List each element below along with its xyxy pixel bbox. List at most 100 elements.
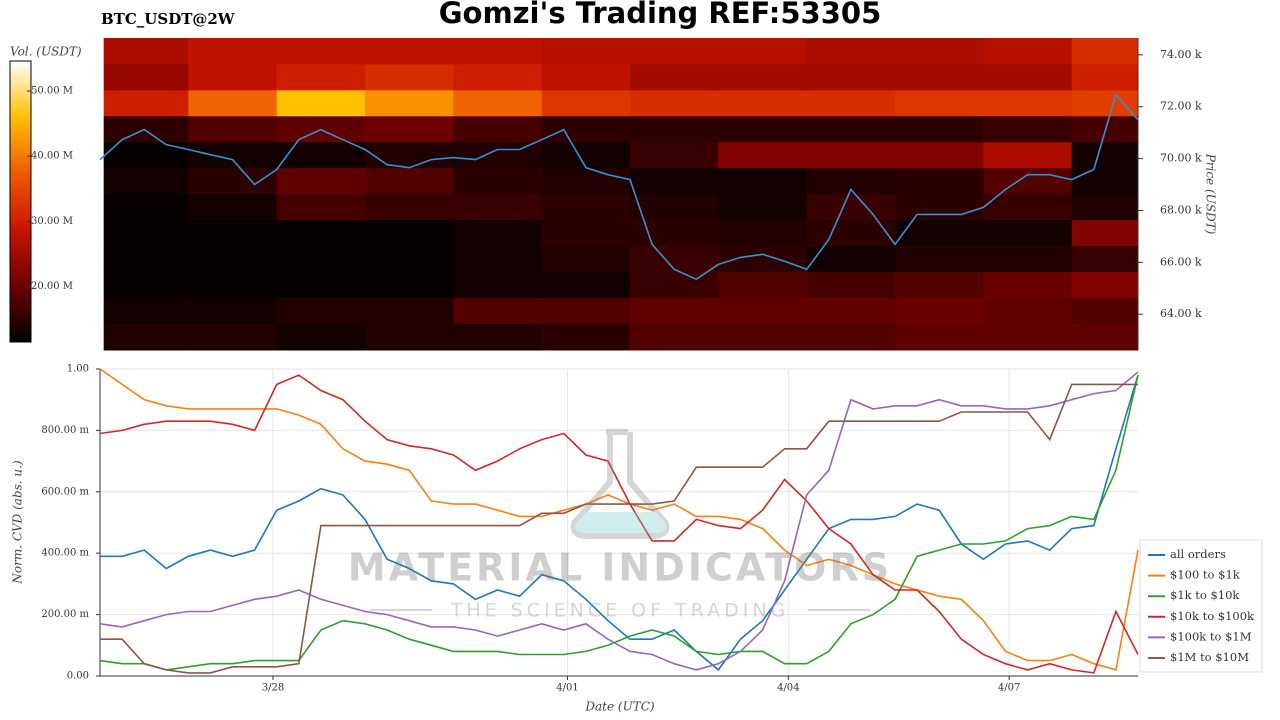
heatmap-cell [453,323,543,351]
heatmap-cell [103,38,189,65]
y-tick-label: 68.00 k [1160,203,1202,216]
heatmap-cell [806,193,896,221]
y-tick-label: 0.00 [67,671,89,682]
heatmap-cell [983,193,1073,221]
heatmap-cell [630,115,719,143]
heatmap-cell [983,219,1073,246]
heatmap-cell [103,63,189,91]
heatmap-cell [365,38,454,65]
heatmap-cell [365,219,454,246]
heatmap-cell [806,271,896,298]
heatmap-cell [630,271,719,298]
heatmap-cell [188,297,278,324]
heatmap-cell [1071,89,1139,117]
x-axis-label: Date (UTC) [584,700,654,714]
heatmap-cell [983,141,1073,169]
heatmap-cell [983,323,1073,351]
heatmap-cell [895,297,984,324]
heatmap-cell [453,219,543,246]
heatmap-cell [541,167,631,195]
heatmap-cell [1071,245,1139,272]
heatmap-cell [718,219,808,246]
heatmap-cell [276,167,366,195]
x-tick-label: 4/04 [777,683,799,694]
heatmap-cell [541,245,631,272]
heatmap-cell [630,63,719,91]
heatmap-cell [806,219,896,246]
heatmap-cell [103,245,189,272]
heatmap-cell [365,271,454,298]
heatmap-cell [541,297,631,324]
heatmap-cell [365,323,454,351]
y-tick-label: 66.00 k [1160,255,1202,268]
heatmap-cell [103,89,189,117]
heatmap-cell [453,193,543,221]
heatmap-cell [718,38,808,65]
y-axis-label: Norm. CVD (abs. u.) [11,460,25,585]
colorbar-tick-label: 40.00 M [31,151,73,162]
heatmap-cell [453,38,543,65]
heatmap-cell [188,89,278,117]
heatmap-cell [276,193,366,221]
y-tick-label: 74.00 k [1160,48,1202,61]
heatmap-cell [983,115,1073,143]
heatmap-cell [541,271,631,298]
heatmap-cell [541,89,631,117]
y-tick-label: 70.00 k [1160,152,1202,165]
y-axis-label: Price (USDT) [1204,153,1218,235]
heatmap-cell [276,38,366,65]
heatmap-cell [276,271,366,298]
legend-label: $1k to $10k [1170,588,1240,602]
heatmap-cell [718,89,808,117]
heatmap-cell [103,271,189,298]
watermark: MATERIAL INDICATORS THE SCIENCE OF TRADI… [348,429,892,622]
heatmap-cell [1071,193,1139,221]
heatmap-cell [806,245,896,272]
heatmap-cell [188,245,278,272]
heatmap-cell [541,193,631,221]
heatmap-cell [541,323,631,351]
series-line [100,383,1138,674]
heatmap-cell [806,297,896,324]
colorbar-tick-label: 20.00 M [31,281,73,292]
heatmap-cell [276,89,366,117]
heatmap-cell [630,297,719,324]
heatmap-cell [983,63,1073,91]
heatmap-cell [630,141,719,169]
heatmap-cell [541,63,631,91]
heatmap-cell [453,89,543,117]
heatmap-cell [895,115,984,143]
colorbar-tick-label: 50.00 M [31,85,73,96]
heatmap-cell [630,38,719,65]
heatmap-cell [365,89,454,117]
heatmap-cell [806,141,896,169]
colorbar [9,60,32,343]
heatmap-cell [895,245,984,272]
heatmap-cell [1071,38,1139,65]
chart-title: Gomzi's Trading REF:53305 [439,0,882,30]
heatmap-cell [806,38,896,65]
heatmap-cell [630,167,719,195]
heatmap-cell [365,297,454,324]
heatmap-cell [895,141,984,169]
heatmap-cell [365,63,454,91]
heatmap-cell [983,38,1073,65]
heatmap-cell [718,141,808,169]
heatmap-cell [276,63,366,91]
heatmap-cell [806,323,896,351]
colorbar-tick-label: 30.00 M [31,216,73,227]
heatmap-cell [630,89,719,117]
y-tick-label: 400.00 m [41,548,89,559]
colorbar-label: Vol. (USDT) [10,45,82,59]
watermark-title: MATERIAL INDICATORS [348,546,892,590]
heatmap-cell [541,115,631,143]
watermark-subtitle: THE SCIENCE OF TRADING [450,600,790,622]
heatmap-cell [895,323,984,351]
legend-label: $1M to $10M [1170,650,1249,664]
y-tick-label: 800.00 m [41,425,89,436]
heatmap-cell [103,219,189,246]
heatmap-cell [103,323,189,351]
heatmap-cell [541,141,631,169]
x-tick-label: 3/28 [262,683,284,694]
heatmap-cell [103,167,189,195]
